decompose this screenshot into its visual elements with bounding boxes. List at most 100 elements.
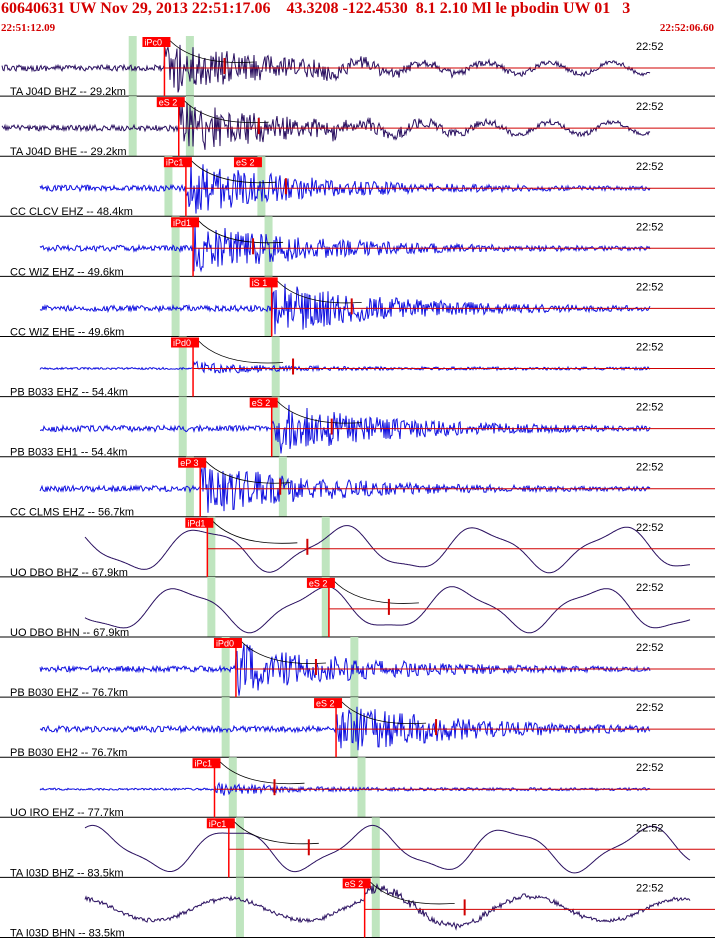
waveform bbox=[84, 525, 691, 574]
trace-panel[interactable]: iPd0 22:52 PB B033 EHZ -- 54.4km bbox=[0, 336, 715, 399]
trace-panel[interactable]: eP 3 22:52 CC CLMS EHZ -- 56.7km bbox=[0, 456, 715, 519]
trace-panel[interactable]: eS 2 22:52 TA I03D BHN -- 83.5km bbox=[0, 877, 715, 938]
s-window-band bbox=[350, 637, 359, 698]
waveform bbox=[1, 44, 651, 93]
waveform bbox=[39, 644, 651, 696]
pick-label: iPc0 bbox=[144, 38, 162, 48]
pick-marker[interactable] bbox=[206, 818, 235, 829]
pick-label: eS 2 bbox=[309, 578, 328, 588]
p-window-band bbox=[164, 156, 173, 217]
seismogram-panel[interactable]: iPc0 22:52 TA J04D BHZ -- 29.2km eS 2 22:52 T… bbox=[0, 36, 715, 938]
waveform bbox=[39, 404, 651, 454]
pick-marker[interactable] bbox=[342, 878, 371, 889]
coda-curve bbox=[212, 520, 298, 544]
trace-station-label: UO DBO BHN -- 67.9km bbox=[10, 627, 129, 639]
trace-panel[interactable]: iPd1 22:52 CC WIZ EHZ -- 49.6km bbox=[0, 216, 715, 278]
pick-label: eS 2 bbox=[252, 398, 271, 408]
trace-time-label: 22:52 bbox=[636, 342, 664, 354]
pick-marker[interactable] bbox=[233, 157, 262, 168]
pick-marker[interactable] bbox=[306, 577, 335, 588]
trace-time-label: 22:52 bbox=[636, 762, 664, 774]
p-window-band bbox=[228, 757, 237, 818]
window-start-time: 22:51:12.09 bbox=[1, 22, 56, 34]
trace-panel[interactable]: iPd0 22:52 PB B030 EHZ -- 76.7km bbox=[0, 637, 715, 699]
trace-station-label: CC CLMS EHZ -- 56.7km bbox=[10, 507, 134, 519]
pick-marker[interactable] bbox=[163, 157, 192, 168]
p-window-band bbox=[128, 96, 137, 157]
s-window-band bbox=[264, 216, 273, 277]
trace-station-label: PB B033 EHZ -- 54.4km bbox=[10, 387, 128, 399]
p-window-band bbox=[221, 637, 230, 698]
waveform bbox=[39, 222, 651, 273]
pick-marker[interactable] bbox=[213, 638, 242, 648]
pick-label: iPc1 bbox=[209, 819, 227, 829]
s-window-band bbox=[278, 456, 287, 517]
trace-panel[interactable]: iPc1 22:52 UO IRO EHZ -- 77.7km bbox=[0, 757, 715, 819]
coda-curve bbox=[369, 881, 455, 905]
trace-panel[interactable]: eS 2 22:52 PB B030 EH2 -- 76.7km bbox=[0, 697, 715, 759]
trace-panel[interactable]: eS 2 22:52 PB B033 EH1 -- 54.4km bbox=[0, 396, 715, 459]
pick-marker[interactable] bbox=[178, 457, 207, 468]
coda-curve bbox=[183, 99, 269, 123]
trace-station-label: PB B030 EH2 -- 76.7km bbox=[10, 747, 127, 759]
trace-time-label: 22:52 bbox=[636, 882, 664, 894]
trace-panel[interactable]: iPc1 22:52 TA I03D BHZ -- 83.5km bbox=[0, 817, 715, 879]
p-window-band bbox=[178, 336, 187, 397]
waveform bbox=[39, 283, 651, 335]
coda-curve bbox=[276, 280, 362, 304]
pick-marker[interactable] bbox=[171, 337, 200, 348]
waveform bbox=[1, 102, 651, 150]
trace-panel[interactable]: eS 2 22:52 UO DBO BHN -- 67.9km bbox=[0, 576, 715, 639]
pick-label: eS 2 bbox=[316, 699, 335, 709]
trace-time-label: 22:52 bbox=[636, 101, 664, 113]
event-title: 60640631 UW Nov 29, 2013 22:51:17.06 43.… bbox=[1, 0, 631, 17]
window-end-time: 22:52:06.60 bbox=[659, 22, 714, 34]
p-window-band bbox=[235, 877, 244, 938]
pick-label: eS 2 bbox=[159, 98, 178, 108]
pick-label: iPd1 bbox=[187, 518, 205, 528]
waveform bbox=[39, 462, 651, 513]
coda-curve bbox=[340, 700, 427, 724]
pick-marker[interactable] bbox=[314, 698, 343, 709]
trace-station-label: PB B033 EH1 -- 54.4km bbox=[10, 447, 127, 459]
pick-marker[interactable] bbox=[192, 758, 221, 769]
s-window-band bbox=[271, 396, 280, 457]
pick-label: iS 1 bbox=[252, 278, 268, 288]
trace-panel[interactable]: iS 1 22:52 CC WIZ EHE -- 49.6km bbox=[0, 276, 715, 338]
trace-time-label: 22:52 bbox=[636, 702, 664, 714]
trace-panel[interactable]: iPc0 22:52 TA J04D BHZ -- 29.2km bbox=[0, 36, 715, 98]
trace-station-label: TA J04D BHZ -- 29.2km bbox=[10, 86, 126, 98]
trace-panel[interactable]: eS 2 22:52 TA J04D BHE -- 29.2km bbox=[0, 96, 715, 158]
trace-station-label: TA I03D BHZ -- 83.5km bbox=[10, 867, 124, 879]
coda-curve bbox=[219, 760, 305, 785]
trace-panel[interactable]: iPd1 22:52 UO DBO BHZ -- 67.9km bbox=[0, 516, 715, 579]
trace-station-label: TA I03D BHN -- 83.5km bbox=[10, 927, 125, 938]
trace-station-label: UO DBO BHZ -- 67.9km bbox=[10, 567, 128, 579]
s-window-band bbox=[371, 817, 380, 878]
trace-time-label: 22:52 bbox=[636, 161, 664, 173]
trace-station-label: TA J04D BHE -- 29.2km bbox=[10, 146, 127, 158]
trace-time-label: 22:52 bbox=[636, 522, 664, 534]
pick-label: eS 2 bbox=[345, 879, 364, 889]
pick-marker[interactable] bbox=[185, 517, 214, 528]
s-window-band bbox=[357, 757, 366, 818]
pick-marker[interactable] bbox=[142, 37, 171, 47]
trace-panel[interactable]: iPc1 eS 2 22:52 CC CLCV EHZ -- 48.4km bbox=[0, 156, 715, 218]
pick-marker[interactable] bbox=[249, 397, 278, 408]
waveform bbox=[84, 824, 691, 874]
pick-marker[interactable] bbox=[156, 97, 185, 108]
waveform bbox=[39, 162, 651, 214]
waveform bbox=[84, 882, 691, 931]
trace-time-label: 22:52 bbox=[636, 642, 664, 654]
pick-marker[interactable] bbox=[249, 277, 278, 288]
p-window-band bbox=[235, 817, 244, 878]
pick-marker[interactable] bbox=[171, 217, 200, 228]
trace-time-label: 22:52 bbox=[636, 582, 664, 594]
coda-curve bbox=[276, 400, 362, 424]
p-window-band bbox=[221, 697, 230, 758]
pick-label: eP 3 bbox=[180, 458, 198, 468]
pick-label: iPd0 bbox=[216, 639, 234, 649]
waveform bbox=[39, 360, 651, 374]
s-window-band bbox=[257, 156, 266, 217]
trace-station-label: PB B030 EHZ -- 76.7km bbox=[10, 687, 128, 699]
